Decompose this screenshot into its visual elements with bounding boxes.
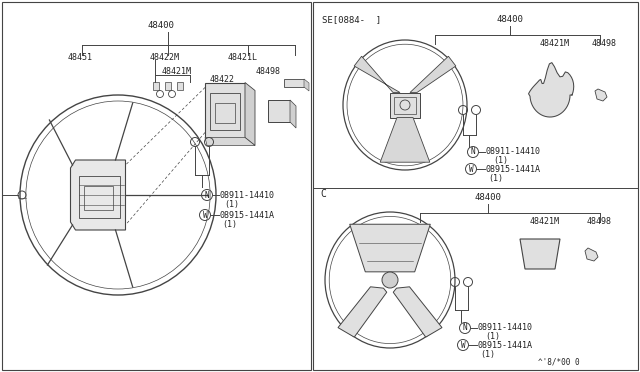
Text: 08911-14410: 08911-14410	[486, 148, 541, 157]
Bar	[153, 82, 159, 90]
Bar	[210, 93, 240, 129]
Text: (1): (1)	[486, 333, 500, 341]
Text: 08911-14410: 08911-14410	[220, 190, 275, 199]
Text: 48421L: 48421L	[228, 54, 258, 62]
Bar	[215, 103, 235, 122]
Bar	[313, 2, 638, 370]
Polygon shape	[338, 287, 387, 337]
Polygon shape	[245, 83, 255, 145]
Text: SE[0884-  ]: SE[0884- ]	[322, 16, 381, 25]
Polygon shape	[349, 224, 430, 272]
Text: 48422: 48422	[210, 76, 235, 84]
Text: (1): (1)	[493, 157, 509, 166]
Text: 08915-1441A: 08915-1441A	[486, 164, 541, 173]
Text: (1): (1)	[481, 350, 495, 359]
Bar	[284, 79, 304, 87]
Bar	[390, 93, 420, 118]
Text: 08911-14410: 08911-14410	[478, 324, 533, 333]
Bar	[205, 83, 245, 138]
Text: 48400: 48400	[148, 20, 175, 29]
Polygon shape	[595, 89, 607, 101]
Bar	[79, 176, 120, 218]
Polygon shape	[585, 248, 598, 261]
Text: W: W	[461, 340, 465, 350]
Text: 08915-1441A: 08915-1441A	[220, 211, 275, 219]
Bar	[83, 186, 113, 210]
Text: (1): (1)	[488, 173, 504, 183]
Text: (1): (1)	[223, 219, 237, 228]
Text: 48498: 48498	[587, 218, 612, 227]
Bar	[394, 96, 416, 113]
Text: 48498: 48498	[256, 67, 281, 77]
Polygon shape	[380, 118, 430, 162]
Text: W: W	[468, 164, 474, 173]
Text: 48400: 48400	[497, 16, 524, 25]
Polygon shape	[529, 62, 573, 117]
Bar	[2, 2, 311, 370]
Polygon shape	[410, 56, 456, 93]
Text: N: N	[470, 148, 476, 157]
Text: 48451: 48451	[68, 54, 93, 62]
Bar	[268, 100, 290, 122]
Bar	[177, 82, 183, 90]
Circle shape	[382, 272, 398, 288]
Text: 48422M: 48422M	[150, 54, 180, 62]
Text: C: C	[320, 189, 326, 199]
Polygon shape	[520, 239, 560, 269]
Text: 48421M: 48421M	[162, 67, 192, 77]
Polygon shape	[304, 79, 309, 91]
Polygon shape	[205, 138, 255, 145]
Text: 48421M: 48421M	[540, 39, 570, 48]
Polygon shape	[70, 160, 125, 230]
Text: 48400: 48400	[475, 193, 501, 202]
Text: 48498: 48498	[592, 39, 617, 48]
Polygon shape	[354, 56, 400, 93]
Bar	[165, 82, 171, 90]
Text: 48421M: 48421M	[530, 218, 560, 227]
Text: ^'8/*00 0: ^'8/*00 0	[538, 357, 580, 366]
Text: W: W	[203, 211, 207, 219]
Polygon shape	[393, 287, 442, 337]
Polygon shape	[290, 100, 296, 128]
Text: 08915-1441A: 08915-1441A	[478, 340, 533, 350]
Text: (1): (1)	[225, 199, 239, 208]
Text: N: N	[205, 190, 209, 199]
Text: N: N	[463, 324, 467, 333]
